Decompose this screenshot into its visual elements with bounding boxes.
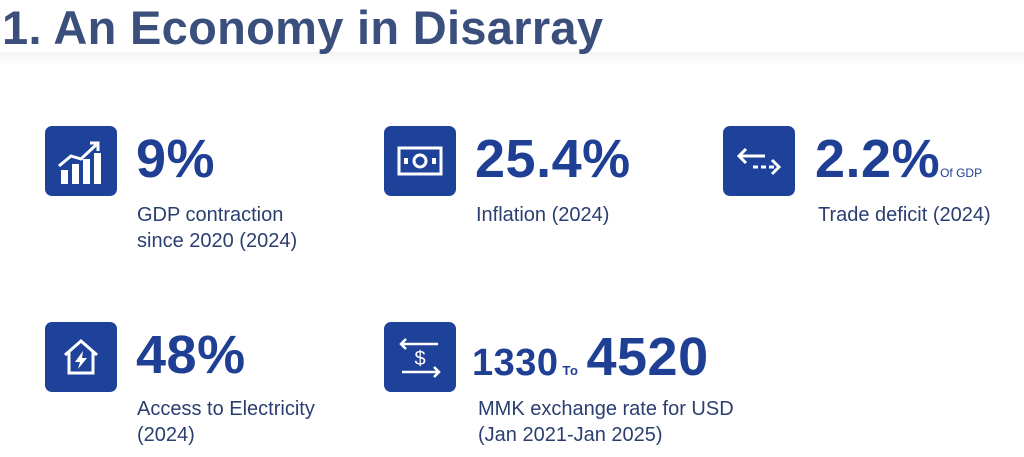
inflation-desc-line-1: Inflation (2024) — [476, 204, 610, 226]
svg-text:$: $ — [414, 348, 425, 370]
exchange-to-value: 4520 — [586, 327, 709, 387]
page-title: 1. An Economy in Disarray — [2, 1, 604, 54]
electricity-description: Access to Electricity (2024) — [137, 396, 315, 448]
gdp-desc-line-1: GDP contraction — [137, 204, 284, 226]
exchange-from-value: 1330 — [472, 342, 559, 384]
electricity-value: 48% — [136, 325, 246, 385]
trade-desc-line-1: Trade deficit (2024) — [818, 204, 991, 226]
banknote-icon — [384, 126, 456, 196]
trade-deficit-note: Of GDP — [940, 166, 983, 180]
dollar-transfer-icon: $ — [384, 322, 456, 392]
inflation-value: 25.4% — [475, 129, 631, 189]
inflation-description: Inflation (2024) — [476, 202, 609, 228]
exchange-description: MMK exchange rate for USD (Jan 2021-Jan … — [478, 396, 734, 448]
gdp-description: GDP contraction since 2020 (2024) — [137, 202, 297, 254]
house-lightning-icon — [45, 322, 117, 392]
electricity-desc-line-2: (2024) — [137, 424, 195, 446]
gdp-value: 9% — [136, 129, 216, 189]
header-divider — [0, 52, 1024, 66]
exchange-to-word: To — [562, 363, 579, 378]
exchange-desc-line-1: MMK exchange rate for USD — [478, 398, 734, 420]
trade-deficit-value: 2.2%Of GDP — [815, 130, 982, 202]
electricity-desc-line-1: Access to Electricity — [137, 398, 315, 420]
gdp-desc-line-2: since 2020 (2024) — [137, 230, 298, 252]
exchange-desc-line-2: (Jan 2021-Jan 2025) — [478, 424, 663, 446]
trade-deficit-description: Trade deficit (2024) — [818, 202, 991, 228]
chart-growth-icon — [45, 126, 117, 196]
trade-deficit-number: 2.2% — [815, 129, 941, 189]
exchange-value: 1330 To 4520 — [472, 328, 709, 400]
arrows-exchange-icon — [723, 126, 795, 196]
